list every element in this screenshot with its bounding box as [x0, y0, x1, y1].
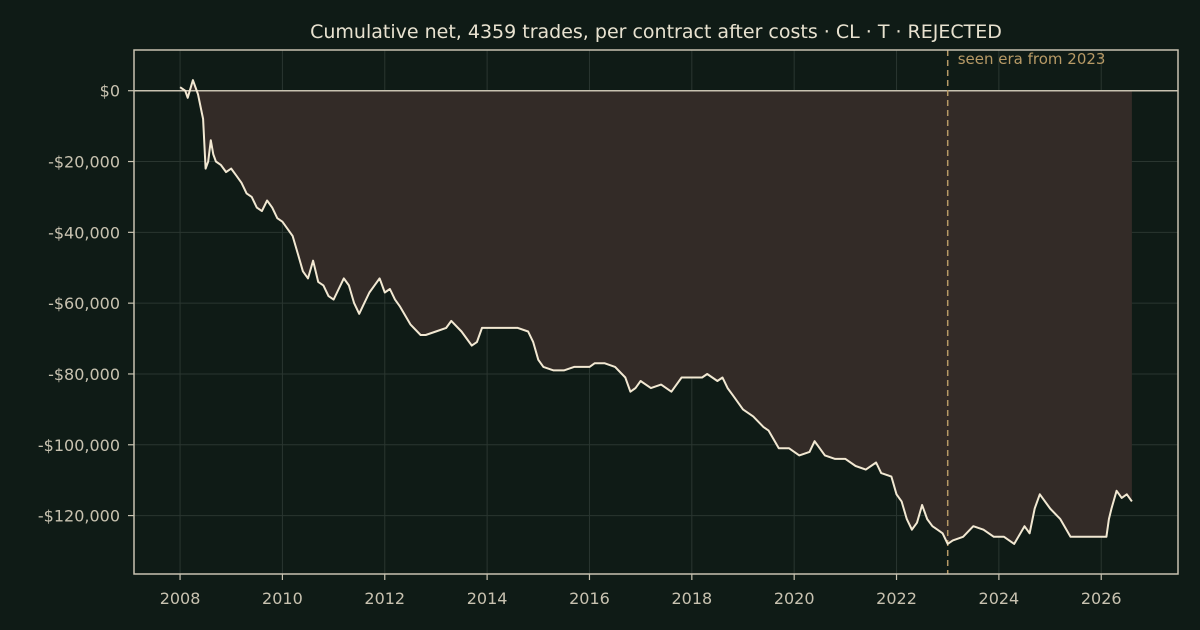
plot-frame	[133, 49, 1179, 575]
chart-title: Cumulative net, 4359 trades, per contrac…	[310, 21, 1002, 43]
y-tick-label: -$80,000	[48, 365, 120, 384]
y-tick-label: -$60,000	[48, 294, 120, 313]
x-tick-label: 2010	[262, 589, 303, 608]
fill-area	[180, 80, 1132, 544]
x-tick-label: 2018	[671, 589, 712, 608]
x-axis: 2008 2010 2012 2014 2016 2018 2020 2022 2024 2026	[160, 574, 1122, 608]
x-tick-label: 2008	[160, 589, 201, 608]
series-layer	[179, 79, 1133, 545]
x-tick-label: 2014	[467, 589, 508, 608]
y-axis: $0 -$20,000 -$40,000 -$60,000 -$80,000 -$100,…	[38, 82, 134, 526]
seen-era-label: seen era from 2023	[958, 50, 1106, 68]
series-line	[179, 79, 1133, 545]
x-tick-label: 2020	[774, 589, 815, 608]
y-tick-label: -$20,000	[48, 153, 120, 172]
fill-area-layer	[180, 80, 1132, 544]
x-tick-label: 2022	[876, 589, 917, 608]
y-tick-label: -$100,000	[38, 436, 120, 455]
x-tick-label: 2016	[569, 589, 610, 608]
y-tick-label: -$120,000	[38, 507, 120, 526]
x-tick-label: 2026	[1081, 589, 1122, 608]
x-tick-label: 2024	[979, 589, 1020, 608]
y-tick-label: -$40,000	[48, 223, 120, 242]
x-tick-label: 2012	[364, 589, 405, 608]
y-tick-label: $0	[100, 82, 120, 101]
annotation-layer: seen era from 2023	[946, 50, 1106, 574]
